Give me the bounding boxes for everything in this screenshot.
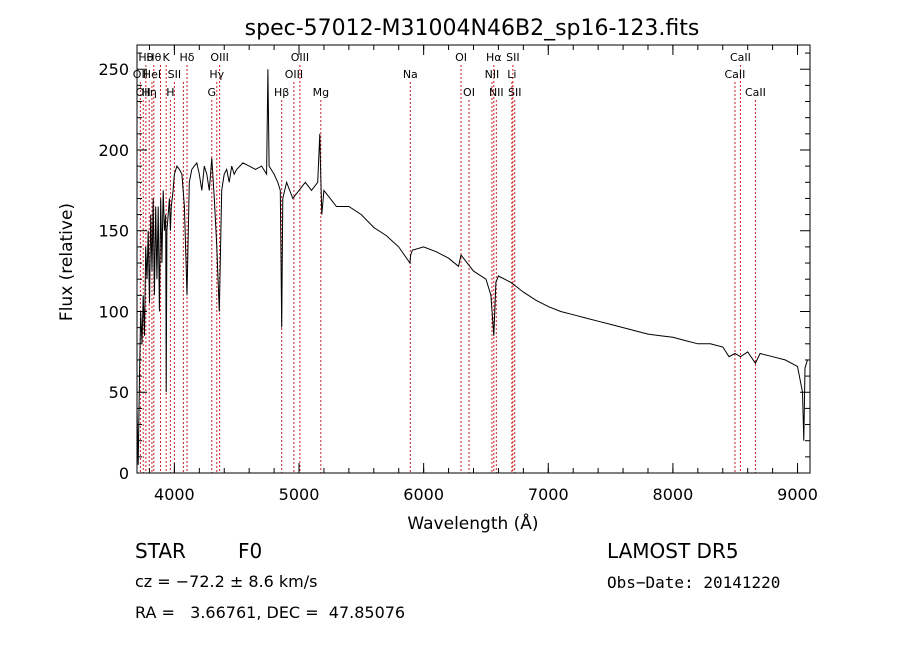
spectral-line-markers xyxy=(139,65,756,473)
line-label-9: SII xyxy=(168,68,181,81)
line-label-5: Hθ xyxy=(146,51,161,64)
line-label-30: CaII xyxy=(745,86,766,99)
line-label-14: OIII xyxy=(210,51,228,64)
y-tick-label-0: 0 xyxy=(119,464,129,483)
x-axis: 4000 5000 6000 7000 8000 9000 xyxy=(148,45,818,504)
line-label-15: Hβ xyxy=(274,86,289,99)
y-axis-label: Flux (relative) xyxy=(57,203,77,321)
line-label-18: Mg xyxy=(313,86,329,99)
x-tick-label-1: 5000 xyxy=(279,485,320,504)
line-label-7: K xyxy=(163,51,171,64)
spectrum-line xyxy=(136,69,808,465)
line-label-25: Li xyxy=(507,68,516,81)
redshift-cz: cz = −72.2 ± 8.6 km/s xyxy=(135,572,318,591)
line-label-27: SII xyxy=(508,86,521,99)
line-label-17: OIII xyxy=(291,51,309,64)
x-tick-label-4: 8000 xyxy=(653,485,694,504)
y-tick-label-5: 250 xyxy=(98,60,129,79)
x-tick-label-5: 9000 xyxy=(777,485,818,504)
line-label-2: Hθ xyxy=(138,51,153,64)
line-label-19: Na xyxy=(403,68,418,81)
y-tick-label-1: 50 xyxy=(109,383,129,402)
x-tick-label-3: 7000 xyxy=(528,485,569,504)
star-subclass: F0 xyxy=(238,539,263,563)
y-axis: 0 50 100 150 200 250 xyxy=(98,52,810,483)
line-label-13: Hγ xyxy=(209,68,224,81)
line-label-21: OI xyxy=(463,86,475,99)
survey-name: LAMOST DR5 xyxy=(607,539,739,563)
line-label-26: SII xyxy=(506,51,519,64)
line-label-28: CaII xyxy=(725,68,746,81)
x-tick-label-0: 4000 xyxy=(154,485,195,504)
line-label-20: OI xyxy=(455,51,467,64)
line-label-12: G xyxy=(208,86,217,99)
x-axis-label: Wavelength (Å) xyxy=(407,512,538,534)
plot-frame xyxy=(136,44,811,474)
line-label-4: HeI xyxy=(143,68,161,81)
line-label-29: CaII xyxy=(730,51,751,64)
y-tick-label-3: 150 xyxy=(98,222,129,241)
x-tick-label-2: 6000 xyxy=(403,485,444,504)
line-label-16: OIII xyxy=(285,68,303,81)
chart-title: spec-57012-M31004N46B2_sp16-123.fits xyxy=(245,16,700,41)
y-tick-label-4: 200 xyxy=(98,141,129,160)
line-label-1: OII xyxy=(136,86,151,99)
star-class: STAR xyxy=(135,539,186,563)
line-label-22: NII xyxy=(485,68,500,81)
coordinates: RA = 3.66761, DEC = 47.85076 xyxy=(135,603,406,622)
line-label-23: Hα xyxy=(486,51,502,64)
y-tick-label-2: 100 xyxy=(98,302,129,321)
line-label-8: H xyxy=(166,86,174,99)
line-label-24: NII xyxy=(489,86,504,99)
observation-date: Obs−Date: 20141220 xyxy=(607,573,781,592)
line-label-3: Hη xyxy=(142,86,157,99)
line-label-11: Hδ xyxy=(179,51,194,64)
